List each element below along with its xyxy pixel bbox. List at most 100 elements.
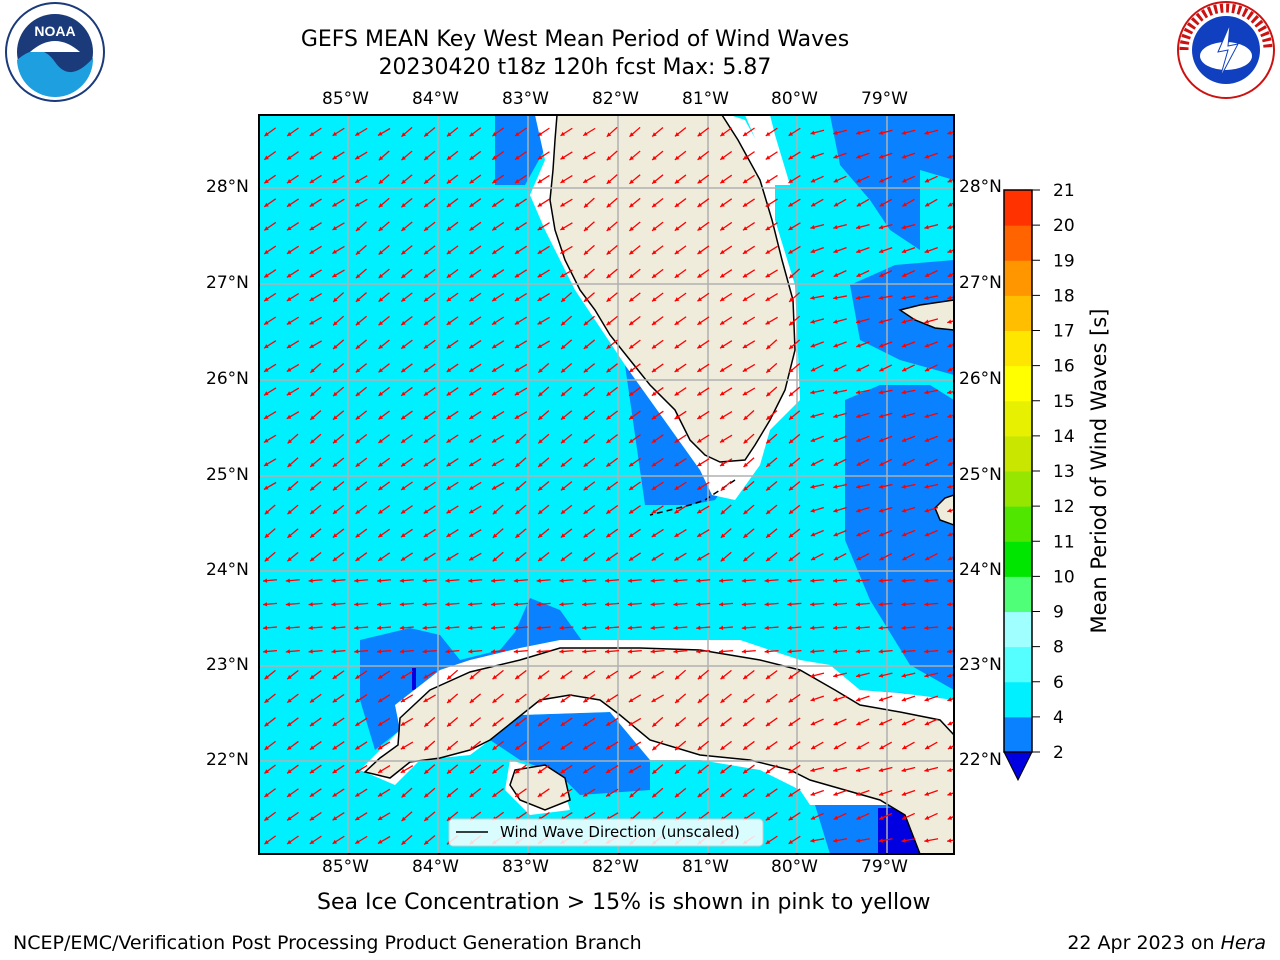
wave-arrow-head: [264, 792, 269, 797]
wave-arrow-head: [287, 769, 292, 774]
lon-label: 81°W: [682, 857, 729, 877]
wave-arrow-head: [924, 272, 930, 277]
wave-arrow-head: [264, 155, 269, 160]
colorbar-tick-label: 2: [1053, 743, 1064, 763]
wave-arrow-head: [788, 556, 794, 562]
wave-arrow-head: [766, 462, 771, 467]
wave-arrow-head: [378, 721, 383, 726]
wave-arrow-head: [697, 722, 703, 727]
wave-arrow-head: [901, 390, 906, 395]
wave-arrow-head: [333, 415, 338, 420]
wave-arrow-head: [606, 721, 611, 726]
wave-arrow-head: [856, 178, 861, 183]
wave-arrow-head: [378, 438, 383, 443]
wave-arrow-head: [491, 438, 497, 443]
wave-arrow-head: [947, 767, 952, 773]
wave-arrow-head: [810, 225, 815, 230]
wave-arrow-head: [445, 578, 450, 583]
wave-arrow-head: [401, 155, 406, 161]
wave-arrow-head: [309, 769, 315, 774]
wave-arrow-head: [378, 462, 383, 467]
wave-arrow-head: [537, 249, 543, 254]
wave-arrow-head: [901, 625, 906, 631]
isla-de-la-juventud: [509, 764, 571, 811]
wave-arrow-head: [513, 602, 519, 607]
wave-arrow-head: [675, 675, 680, 680]
wave-arrow-head: [285, 602, 291, 607]
wave-arrow-head: [332, 533, 338, 538]
wave-arrow-head: [879, 343, 884, 348]
colorbar-tick-label: 12: [1053, 497, 1075, 517]
wave-arrow-head: [355, 273, 361, 279]
wave-arrow-head: [401, 320, 406, 326]
wave-arrow-head: [651, 320, 657, 325]
wave-arrow-head: [355, 415, 361, 420]
wave-arrow-head: [560, 202, 565, 207]
wave-arrow-head: [856, 556, 862, 561]
wave-arrow-head: [651, 391, 657, 396]
wave-arrow-head: [560, 533, 566, 538]
wave-arrow-head: [833, 319, 838, 324]
wave-arrow-head: [788, 698, 794, 703]
legend-label: Wind Wave Direction (unscaled): [500, 823, 740, 841]
wave-arrow-head: [878, 130, 884, 135]
wave-arrow-head: [310, 462, 315, 467]
wave-arrow-head: [469, 745, 475, 750]
wave-arrow-head: [514, 296, 520, 301]
wave-arrow-head: [378, 273, 384, 279]
wave-arrow-head: [401, 344, 406, 349]
wave-arrow-head: [606, 368, 611, 373]
wave-arrow-head: [264, 745, 269, 750]
colorbar-segment: [1004, 260, 1032, 296]
wave-arrow-head: [583, 509, 589, 514]
wave-arrow-head: [741, 578, 747, 583]
wave-arrow-head: [515, 533, 520, 538]
wave-arrow-head: [651, 438, 657, 443]
wave-arrow-head: [264, 297, 269, 302]
wave-arrow-head: [856, 437, 861, 442]
wave-arrow-head: [947, 461, 953, 466]
wave-arrow-head: [674, 344, 680, 349]
wave-arrow-head: [447, 745, 452, 751]
wave-arrow-head: [629, 273, 634, 278]
wave-arrow-head: [401, 485, 406, 490]
wave-arrow-head: [878, 649, 883, 654]
wave-arrow-head: [332, 226, 337, 230]
wave-arrow-head: [469, 414, 474, 419]
wave-arrow-head: [583, 533, 589, 538]
wave-arrow-head: [492, 533, 498, 538]
wave-arrow-head: [811, 745, 816, 750]
wave-arrow-head: [560, 273, 565, 278]
colorbar-segment: [1004, 471, 1032, 507]
wave-arrow-head: [536, 625, 541, 631]
wave-arrow-head: [537, 745, 543, 750]
wave-arrow-head: [538, 556, 543, 562]
wave-arrow-head: [833, 202, 839, 207]
wave-arrow-head: [652, 745, 657, 751]
wave-arrow-head: [879, 437, 884, 442]
wave-arrow-head: [355, 792, 360, 797]
wave-arrow-head: [538, 391, 543, 397]
wave-arrow-head: [606, 698, 611, 703]
wave-arrow-head: [789, 297, 794, 302]
wave-arrow-head: [583, 486, 589, 491]
wave-arrow-head: [652, 226, 657, 231]
wave-arrow-head: [492, 391, 497, 396]
wave-arrow-head: [447, 769, 452, 774]
wave-arrow-head: [309, 698, 315, 703]
wave-arrow-head: [833, 413, 838, 419]
lon-label: 83°W: [502, 857, 549, 877]
wave-arrow-head: [810, 767, 815, 773]
wave-arrow-head: [377, 649, 382, 654]
wave-arrow-head: [401, 438, 406, 443]
wave-arrow-head: [878, 578, 883, 583]
wave-arrow-head: [491, 485, 497, 490]
wave-arrow-head: [560, 226, 565, 230]
wave-arrow-head: [833, 461, 839, 466]
wave-arrow-head: [332, 816, 338, 821]
wave-arrow-head: [538, 509, 543, 515]
wave-arrow-head: [538, 368, 543, 373]
wave-arrow-head: [674, 792, 680, 798]
lon-label: 85°W: [322, 89, 369, 109]
lat-label: 25°N: [206, 465, 249, 485]
